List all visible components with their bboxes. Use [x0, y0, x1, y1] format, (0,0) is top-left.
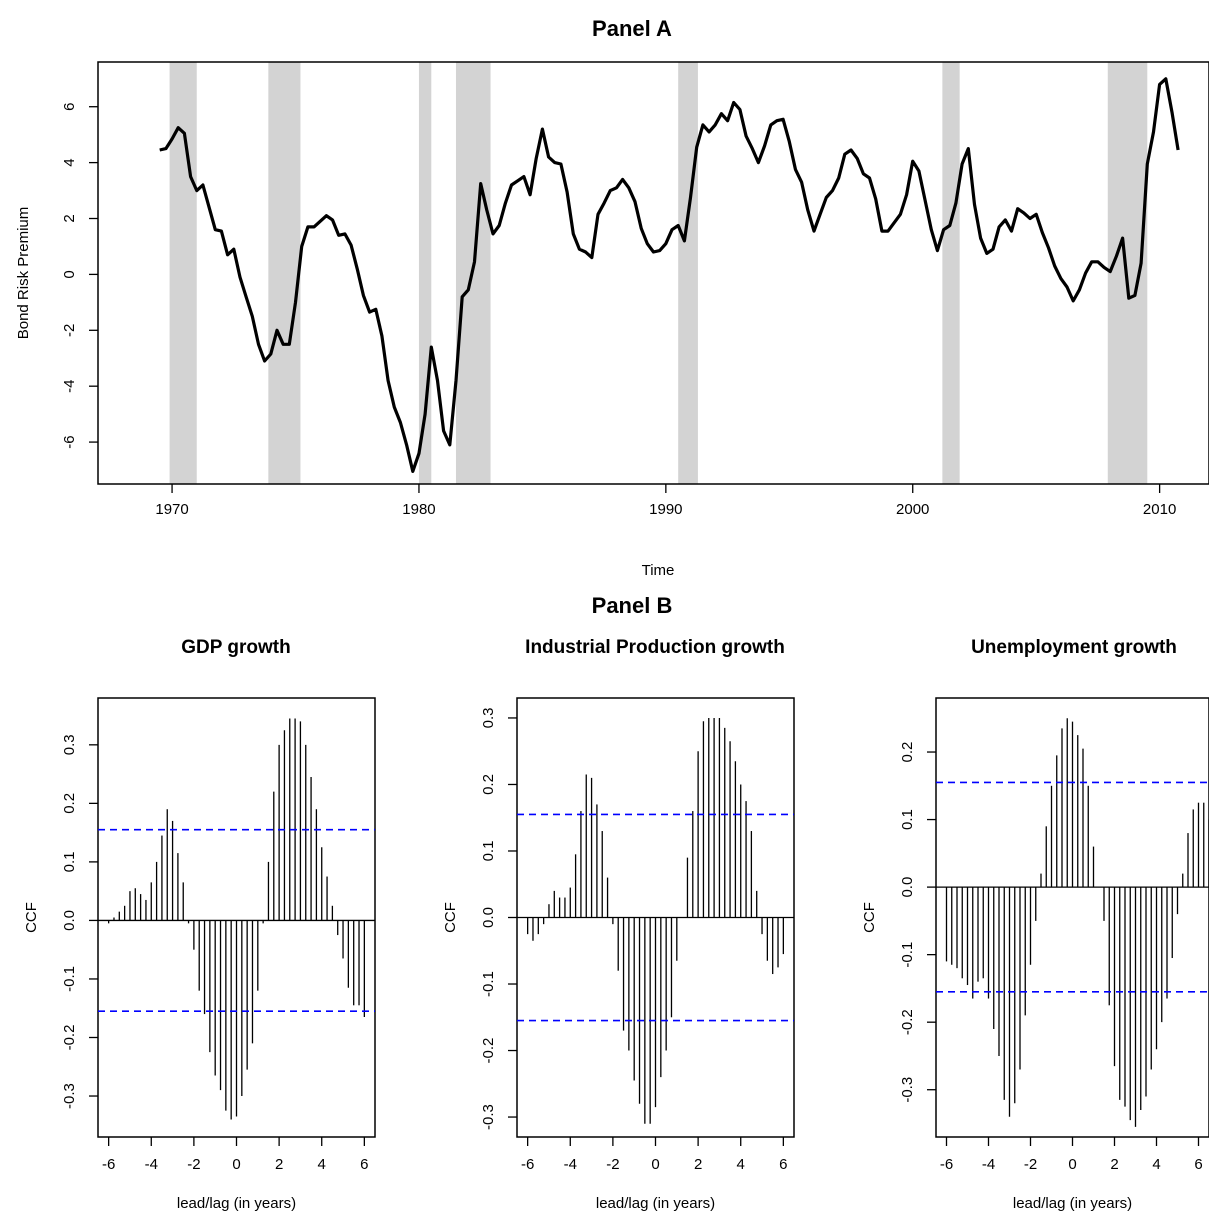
panel-a-title: Panel A — [592, 16, 672, 41]
y-tick-label: -0.1 — [61, 966, 78, 992]
x-tick-label: 4 — [737, 1156, 745, 1173]
ccf-chart-title: Industrial Production growth — [525, 637, 785, 658]
y-axis-label: CCF — [23, 902, 40, 933]
x-axis-label: lead/lag (in years) — [596, 1195, 715, 1212]
x-tick-label: -4 — [982, 1156, 995, 1173]
y-tick-label: -0.3 — [899, 1077, 916, 1103]
recession-band-4 — [678, 62, 698, 484]
x-tick-label: 6 — [360, 1156, 368, 1173]
y-tick-label: 0.0 — [480, 907, 497, 928]
bond-risk-premium-line-chart: 1970 1980 1990 2000 2010 -6 -4 -2 0 2 4 6 Time Bond R… — [15, 61, 1209, 579]
y-tick-label: -0.2 — [480, 1038, 497, 1064]
y-tick-label: -4 — [61, 380, 78, 393]
y-axis-label: CCF — [442, 902, 459, 933]
x-tick-label: -4 — [564, 1156, 577, 1173]
y-tick-label: 0.1 — [480, 841, 497, 862]
x-tick-label: 6 — [779, 1156, 787, 1173]
y-tick-label: 4 — [61, 158, 78, 166]
ccf-chart-unemployment-growth: Unemployment growth -6 -4 -2 0 2 4 6 -0.3 -0.2 -0.… — [861, 637, 1209, 1212]
x-tick-label: -2 — [187, 1156, 200, 1173]
ccf-chart-industrial-production-growth: Industrial Production growth -6 -4 -2 0 2 4 6 -0… — [442, 637, 795, 1212]
x-tick-label: 0 — [1068, 1156, 1076, 1173]
y-tick-label: -0.1 — [899, 942, 916, 968]
x-tick-label: 2 — [1110, 1156, 1118, 1173]
y-tick-label: 0.0 — [899, 877, 916, 898]
y-tick-label: 0.1 — [899, 809, 916, 830]
y-tick-label: -0.2 — [899, 1009, 916, 1035]
y-tick-label: 0 — [61, 270, 78, 278]
panel-b-title: Panel B — [592, 593, 673, 618]
x-tick-label: 1980 — [402, 501, 435, 518]
x-tick-label: -4 — [145, 1156, 158, 1173]
ccf-chart-title: Unemployment growth — [971, 637, 1177, 658]
y-tick-label: 6 — [61, 103, 78, 111]
recession-band-1 — [268, 62, 301, 484]
y-tick-label: 0.3 — [480, 708, 497, 729]
bond-risk-premium-line — [159, 77, 1180, 473]
y-tick-label: 0.2 — [899, 742, 916, 763]
x-tick-label: 4 — [318, 1156, 326, 1173]
x-tick-label: 1970 — [155, 501, 188, 518]
y-tick-label: 0.0 — [61, 910, 78, 931]
x-tick-label: 0 — [651, 1156, 659, 1173]
x-tick-label: 4 — [1152, 1156, 1160, 1173]
x-tick-label: -2 — [1024, 1156, 1037, 1173]
plot-frame — [97, 61, 1209, 485]
x-axis-label: Time — [642, 562, 675, 579]
x-tick-label: 0 — [232, 1156, 240, 1173]
y-tick-label: -0.3 — [61, 1083, 78, 1109]
y-tick-label: -0.3 — [480, 1104, 497, 1130]
x-tick-label: -6 — [521, 1156, 534, 1173]
x-tick-label: -6 — [940, 1156, 953, 1173]
recession-band-5 — [942, 62, 960, 484]
y-tick-label: 0.2 — [480, 774, 497, 795]
x-axis-label: lead/lag (in years) — [1013, 1195, 1132, 1212]
x-tick-label: -2 — [606, 1156, 619, 1173]
ccf-chart-title: GDP growth — [181, 637, 290, 658]
x-tick-label: 1990 — [649, 501, 682, 518]
x-tick-label: 2010 — [1143, 501, 1176, 518]
x-tick-label: 2000 — [896, 501, 929, 518]
y-tick-label: 2 — [61, 214, 78, 222]
y-tick-label: 0.3 — [61, 734, 78, 755]
x-tick-label: 2 — [275, 1156, 283, 1173]
x-axis-label: lead/lag (in years) — [177, 1195, 296, 1212]
x-tick-label: 6 — [1194, 1156, 1202, 1173]
y-tick-label: -2 — [61, 324, 78, 337]
y-tick-label: 0.2 — [61, 793, 78, 814]
y-tick-label: -0.2 — [61, 1025, 78, 1051]
y-axis-label: CCF — [861, 902, 878, 933]
y-axis-label: Bond Risk Premium — [15, 207, 32, 340]
y-tick-label: 0.1 — [61, 851, 78, 872]
x-tick-label: -6 — [102, 1156, 115, 1173]
y-tick-label: -0.1 — [480, 971, 497, 997]
ccf-chart-gdp-growth: GDP growth -6 -4 -2 0 2 4 6 -0.3 -0.2 -0.1 0.0 0.1 0.… — [23, 637, 376, 1212]
y-tick-label: -6 — [61, 435, 78, 448]
recession-band-0 — [169, 62, 197, 484]
x-tick-label: 2 — [694, 1156, 702, 1173]
